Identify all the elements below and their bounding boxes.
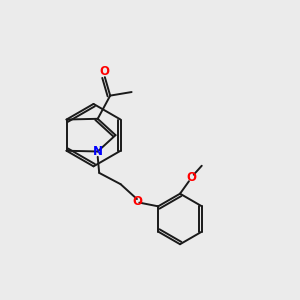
Text: N: N [93, 145, 103, 158]
Text: O: O [186, 170, 196, 184]
Text: O: O [132, 195, 142, 208]
Text: O: O [99, 65, 109, 78]
